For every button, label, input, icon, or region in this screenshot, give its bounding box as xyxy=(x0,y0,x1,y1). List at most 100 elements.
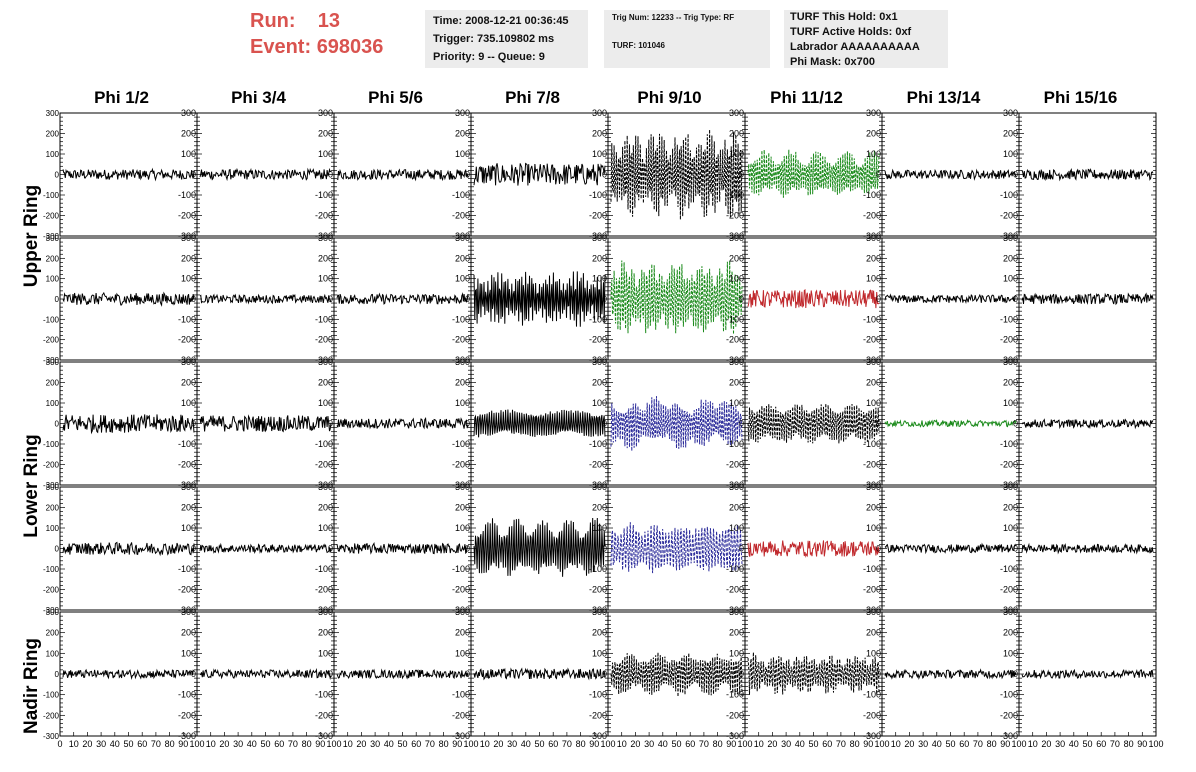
y-tick-label: 100 xyxy=(46,524,60,533)
y-tick-label: -100 xyxy=(1000,314,1018,324)
y-tick-label: 200 xyxy=(181,378,196,388)
y-tick-label: -300 xyxy=(863,605,881,615)
y-tick-label: -100 xyxy=(589,564,607,574)
y-tick-label: -100 xyxy=(178,314,196,324)
y-tick-label: 300 xyxy=(1003,607,1018,617)
y-tick-label: -300 xyxy=(1000,605,1018,615)
x-tick-label: 60 xyxy=(1096,739,1106,749)
y-tick-label: 200 xyxy=(318,253,333,263)
y-tick-label: 100 xyxy=(729,648,744,658)
y-tick-label: -300 xyxy=(178,480,196,490)
y-tick-label: 200 xyxy=(592,503,607,513)
waveform-trace xyxy=(62,541,195,557)
y-tick-label: -200 xyxy=(43,336,60,345)
x-tick-label: 10 xyxy=(69,739,79,749)
y-tick-label: -200 xyxy=(589,460,607,470)
y-tick-label: 300 xyxy=(592,607,607,617)
x-tick-label: 90 xyxy=(452,739,462,749)
y-tick-label: -100 xyxy=(452,439,470,449)
y-tick-label: -200 xyxy=(589,211,607,221)
y-tick-label: -100 xyxy=(863,564,881,574)
waveform-trace xyxy=(1021,668,1154,680)
y-tick-label: -300 xyxy=(1000,355,1018,365)
waveform-trace xyxy=(747,149,880,198)
y-tick-label: 300 xyxy=(181,482,196,492)
waveform-trace xyxy=(884,293,1017,305)
event-label: Event: xyxy=(250,36,312,58)
x-tick-label: 50 xyxy=(945,739,955,749)
y-tick-label: 300 xyxy=(866,482,881,492)
y-tick-label: 0 xyxy=(739,544,744,554)
y-tick-label: 300 xyxy=(318,607,333,617)
y-tick-label: -100 xyxy=(315,690,333,700)
y-tick-label: -200 xyxy=(315,460,333,470)
y-tick-label: 0 xyxy=(876,294,881,304)
y-tick-label: 100 xyxy=(455,523,470,533)
y-tick-label: -300 xyxy=(178,731,196,741)
y-tick-label: 300 xyxy=(318,233,333,243)
column-title: Phi 11/12 xyxy=(770,88,843,107)
x-tick-label: 100 xyxy=(326,739,341,749)
y-tick-label: 100 xyxy=(866,523,881,533)
y-tick-label: 200 xyxy=(318,378,333,388)
waveform-trace xyxy=(884,542,1017,555)
waveform-trace xyxy=(336,417,469,430)
y-tick-label: -100 xyxy=(863,439,881,449)
waveform-trace xyxy=(473,162,606,186)
x-tick-label: 0 xyxy=(57,739,62,749)
x-tick-label: 80 xyxy=(850,739,860,749)
x-tick-label: 30 xyxy=(1055,739,1065,749)
waveform-trace xyxy=(62,291,195,307)
column-title: Phi 1/2 xyxy=(94,88,149,107)
x-tick-label: 90 xyxy=(589,739,599,749)
y-tick-label: 300 xyxy=(318,482,333,492)
y-tick-label: -100 xyxy=(726,564,744,574)
waveform-trace xyxy=(1021,292,1154,306)
column-title: Phi 9/10 xyxy=(637,88,702,107)
y-tick-label: 200 xyxy=(318,628,333,638)
y-tick-label: -300 xyxy=(726,480,744,490)
y-tick-label: -200 xyxy=(863,335,881,345)
x-tick-label: 70 xyxy=(973,739,983,749)
y-tick-label: -300 xyxy=(1000,231,1018,241)
y-tick-label: 100 xyxy=(729,149,744,159)
x-tick-label: 40 xyxy=(110,739,120,749)
y-tick-label: 300 xyxy=(592,357,607,367)
y-tick-label: -100 xyxy=(452,314,470,324)
y-tick-label: -100 xyxy=(726,190,744,200)
y-tick-label: 200 xyxy=(592,253,607,263)
x-tick-label: 30 xyxy=(644,739,654,749)
x-tick-label: 70 xyxy=(836,739,846,749)
x-tick-label: 20 xyxy=(767,739,777,749)
y-tick-label: 0 xyxy=(739,669,744,679)
y-tick-label: 200 xyxy=(1003,378,1018,388)
y-tick-label: -300 xyxy=(315,355,333,365)
waveform-trace xyxy=(610,129,743,220)
x-tick-label: 80 xyxy=(1124,739,1134,749)
y-tick-label: -100 xyxy=(43,691,60,700)
y-tick-label: 200 xyxy=(1003,503,1018,513)
column-title: Phi 13/14 xyxy=(906,88,981,107)
y-tick-label: -200 xyxy=(726,460,744,470)
y-tick-label: -100 xyxy=(43,315,60,324)
y-tick-label: -300 xyxy=(1000,480,1018,490)
y-tick-label: -100 xyxy=(726,690,744,700)
x-tick-label: 40 xyxy=(521,739,531,749)
x-tick-label: 30 xyxy=(918,739,928,749)
y-tick-label: 100 xyxy=(592,274,607,284)
x-tick-label: 10 xyxy=(754,739,764,749)
turf-info-panel: TURF This Hold: 0x1 TURF Active Holds: 0… xyxy=(784,10,948,68)
waveform-trace xyxy=(473,271,606,327)
y-tick-label: 200 xyxy=(181,129,196,139)
column-title: Phi 5/6 xyxy=(368,88,423,107)
priority-text: Priority: 9 -- Queue: 9 xyxy=(433,51,545,63)
y-tick-label: 200 xyxy=(729,129,744,139)
waveform-trace xyxy=(336,542,469,555)
x-tick-label: 40 xyxy=(1069,739,1079,749)
y-tick-label: -300 xyxy=(589,480,607,490)
phi-mask-text: Phi Mask: 0x700 xyxy=(790,56,875,68)
x-tick-label: 80 xyxy=(302,739,312,749)
y-tick-label: 300 xyxy=(46,358,60,367)
y-tick-label: 300 xyxy=(46,234,60,243)
